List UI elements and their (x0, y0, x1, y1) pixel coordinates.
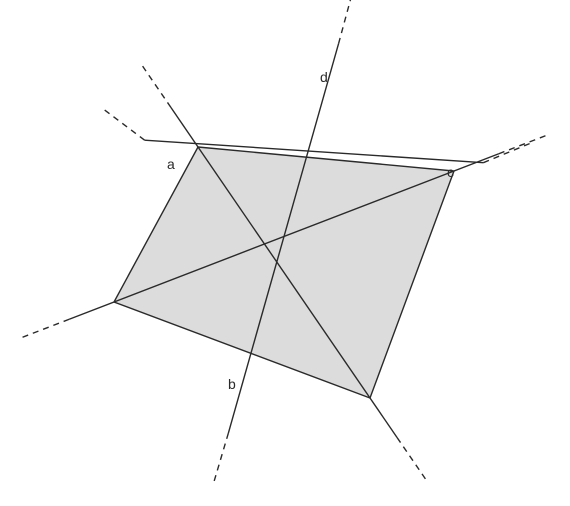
diagonal-tl-br-dash-a (140, 62, 171, 107)
bisector-vertical-dash-b (213, 433, 229, 486)
vertex-label-d: d (320, 69, 328, 85)
vertex-label-a: a (167, 156, 175, 172)
vertex-label-b: b (228, 376, 236, 392)
diagonal-tr-bl-dash-a (499, 134, 550, 154)
bisector-vertical-dash-a (339, 0, 353, 44)
diagonal-tl-br-dash-b (397, 438, 428, 483)
vertex-label-c: c (447, 164, 454, 180)
diagonal-tr-bl-dash-b (18, 319, 69, 339)
bisector-horizontal-dash-b (483, 142, 534, 163)
geometry-diagram: a b c d (0, 0, 570, 506)
bisector-horizontal-dash-a (101, 107, 145, 140)
